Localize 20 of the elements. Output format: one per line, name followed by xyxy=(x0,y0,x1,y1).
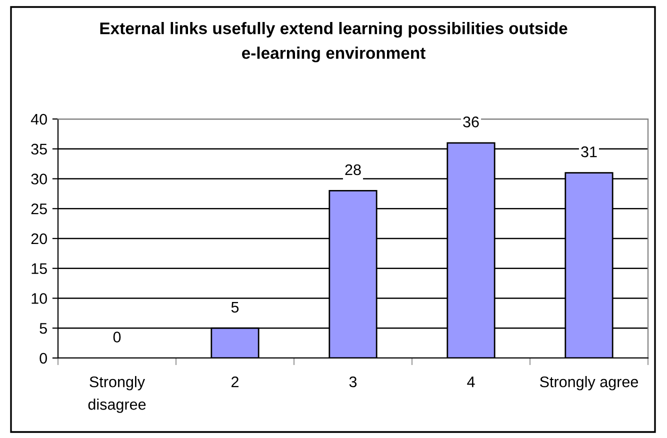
y-tick-label: 25 xyxy=(31,203,47,214)
y-tick-label: 40 xyxy=(30,114,47,125)
x-tick-label: Strongly disagree xyxy=(88,376,146,413)
data-label: 36 xyxy=(463,116,479,128)
y-tick-label: 10 xyxy=(32,293,47,304)
chart-title: External links usefully extend learning possibilities outside e-learning environment xyxy=(100,22,568,62)
y-tick-label: 0 xyxy=(40,352,47,364)
x-tick-label: 4 xyxy=(467,376,475,388)
data-label: 5 xyxy=(231,302,239,313)
y-tick-label: 15 xyxy=(32,263,47,274)
y-tick-label: 5 xyxy=(40,323,47,334)
y-tick-label: 35 xyxy=(31,144,47,155)
y-tick-label: 30 xyxy=(31,174,47,184)
x-tick-label: Strongly agree xyxy=(540,376,638,390)
data-label: 31 xyxy=(581,146,597,158)
x-tick-label: 3 xyxy=(349,376,357,388)
data-label: 28 xyxy=(345,164,361,176)
y-tick-label: 20 xyxy=(31,233,47,244)
x-tick-label: 2 xyxy=(232,376,238,388)
data-label: 0 xyxy=(113,332,121,342)
